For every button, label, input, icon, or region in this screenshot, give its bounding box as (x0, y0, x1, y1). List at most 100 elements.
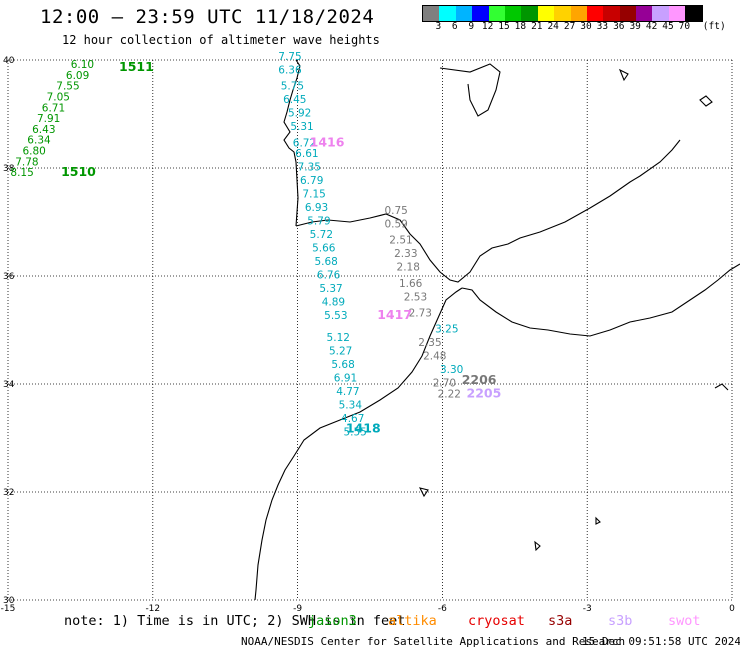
color-scale-unit: (ft) (702, 21, 726, 32)
wave-height-value: 0.75 (384, 205, 407, 217)
wave-height-value: 6.61 (295, 148, 318, 160)
wave-height-value: 2.70 (433, 378, 456, 390)
color-scale-tick: 33 (596, 21, 609, 32)
wave-height-value: 5.72 (310, 229, 333, 241)
color-scale-tick: 27 (563, 21, 576, 32)
coastlines (254, 59, 740, 601)
altimeter-tracks: 6.106.097.557.056.717.916.436.346.807.78… (10, 51, 501, 438)
wave-height-value: 6.93 (305, 202, 328, 214)
wave-height-value: 7.75 (278, 51, 301, 63)
wave-height-value: 8.15 (10, 167, 33, 179)
wave-height-value: 5.68 (331, 359, 354, 371)
wave-height-value: 5.34 (339, 399, 363, 411)
longitude-tick-label: -15 (1, 604, 16, 614)
color-scale-tick: 45 (662, 21, 674, 32)
wave-height-value: 7.35 (298, 162, 321, 174)
wave-height-value: 6.91 (334, 372, 357, 384)
wave-height-value: 7.91 (37, 113, 60, 125)
color-scale-tick: 15 (498, 21, 510, 32)
satellite-name-jason3: jason3 (308, 613, 357, 629)
wave-height-value: 6.76 (317, 270, 341, 282)
wave-height-value: 3.25 (435, 324, 458, 336)
wave-height-value: 6.36 (278, 65, 302, 77)
wave-height-value: 4.89 (322, 297, 345, 309)
color-scale-tick: 6 (451, 21, 458, 32)
color-scale-cell (554, 6, 571, 21)
latitude-tick-label: 40 (3, 56, 15, 66)
longitude-tick-label: -12 (145, 604, 160, 614)
wave-height-value: 2.48 (423, 351, 446, 363)
wave-height-value: 2.18 (397, 262, 420, 274)
wave-height-value: 6.79 (300, 175, 323, 187)
pass-label: 2206 (462, 372, 497, 387)
wave-height-value: 6.72 (293, 137, 316, 149)
color-scale-tick: 30 (580, 21, 592, 32)
pass-label: 1416 (310, 134, 345, 149)
satellite-name-swot: swot (668, 613, 701, 629)
latitude-tick-label: 30 (3, 596, 15, 606)
wave-height-value: 6.43 (32, 124, 55, 136)
satellite-name-cryosat: cryosat (468, 613, 525, 629)
satellite-name-s3b: s3b (608, 613, 633, 629)
coastline-portugal (283, 59, 301, 227)
color-scale-cell (586, 6, 604, 21)
wave-height-value: 2.35 (418, 337, 441, 349)
color-scale-cell (488, 6, 505, 21)
color-scale-tick: 18 (514, 21, 527, 32)
color-scale-tick: 9 (468, 21, 475, 32)
wave-height-value: 7.78 (15, 156, 38, 168)
color-scale-cell (570, 6, 587, 21)
latitude-tick-label: 32 (3, 488, 14, 498)
coastline-south-spain (295, 139, 681, 283)
map-subtitle: 12 hour collection of altimeter wave hei… (62, 33, 380, 47)
wave-height-value: 6.10 (71, 59, 94, 71)
wave-height-value: 5.66 (312, 243, 336, 255)
satellite-name-altika: altika (388, 613, 437, 629)
wave-height-value: 7.05 (47, 92, 70, 104)
wave-height-value: 4.77 (336, 386, 359, 398)
pass-label: 1511 (119, 59, 154, 74)
color-scale-tick: 12 (481, 21, 494, 32)
color-scale-ticks: 3 6 9 12 15 18 21 24 27 30 33 36 39 42 45 70 (ft) (422, 21, 740, 33)
island-balearic (699, 95, 713, 107)
wave-height-value: 2.33 (394, 248, 417, 260)
border-hint (439, 63, 501, 117)
color-scale-cell (668, 6, 686, 21)
wave-height-value: 7.55 (56, 81, 79, 93)
color-scale-tick: 3 (435, 21, 442, 32)
longitude-tick-label: -3 (583, 604, 592, 614)
wave-height-value: 5.68 (314, 256, 337, 268)
color-scale-cell (504, 6, 522, 21)
wave-height-value: 5.27 (329, 345, 352, 357)
color-scale-tick: 36 (613, 21, 625, 32)
longitude-tick-label: -6 (438, 604, 447, 614)
coastline-north-africa (461, 263, 740, 337)
color-scale-tick: 39 (629, 21, 641, 32)
pass-label: 1418 (346, 421, 381, 436)
latitude-tick-label: 38 (3, 164, 15, 174)
wave-height-value: 2.22 (438, 389, 461, 401)
wave-height-value: 2.51 (389, 235, 412, 247)
footer-note: note: 1) Time is in UTC; 2) SWH is in fe… (64, 613, 406, 629)
color-scale-cell (652, 6, 669, 21)
wave-height-value: 5.53 (324, 310, 347, 322)
wave-height-value: 2.53 (404, 291, 427, 303)
wave-height-value: 7.15 (302, 189, 325, 201)
color-scale-cell (472, 6, 489, 21)
coastline-morocco-atlantic (254, 287, 463, 601)
color-scale-cell (537, 6, 555, 21)
pass-label: 1417 (377, 307, 412, 322)
color-scale-cell (619, 6, 637, 21)
wave-height-value: 6.34 (27, 135, 51, 147)
color-scale-tick: 42 (645, 21, 658, 32)
wave-height-value: 0.59 (384, 218, 407, 230)
inland-lake-1 (618, 68, 629, 82)
longitude-tick-label: 0 (729, 604, 735, 614)
color-scale-cell (455, 6, 473, 21)
color-scale-cell (521, 6, 538, 21)
inland-detail-3 (534, 540, 541, 552)
satellite-name-s3a: s3a (548, 613, 573, 629)
latitude-tick-label: 34 (3, 380, 15, 390)
color-scale-cell (439, 6, 456, 21)
inland-detail-1 (418, 487, 429, 498)
